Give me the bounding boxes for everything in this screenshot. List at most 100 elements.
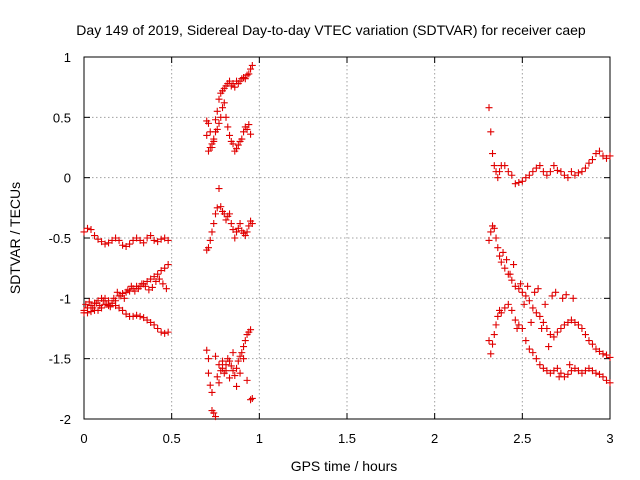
data-point: [204, 355, 212, 363]
y-tick-label: 1: [64, 50, 71, 65]
data-point: [108, 299, 116, 307]
data-point: [487, 350, 495, 358]
data-point: [94, 235, 102, 243]
data-point: [578, 325, 586, 332]
data-point: [602, 351, 610, 359]
data-point: [538, 325, 546, 332]
data-point: [522, 292, 530, 300]
x-axis-label: GPS time / hours: [291, 458, 398, 474]
data-point: [550, 162, 558, 170]
data-point: [539, 318, 547, 326]
series-arc-3-falling: [485, 222, 614, 361]
data-point: [588, 156, 596, 164]
data-point: [212, 413, 219, 421]
data-point: [595, 347, 603, 355]
data-point: [539, 168, 547, 176]
data-point: [497, 258, 505, 266]
data-point: [91, 232, 99, 240]
data-point: [529, 304, 537, 312]
data-point: [103, 300, 111, 308]
series-arc-3-upper: [485, 104, 614, 188]
data-point: [106, 303, 114, 311]
data-point: [108, 236, 116, 244]
data-point: [206, 144, 214, 151]
y-tick-label: 0.5: [53, 110, 71, 125]
data-point: [599, 350, 607, 358]
data-point: [212, 352, 219, 360]
data-point: [213, 204, 221, 212]
data-point: [536, 361, 544, 369]
data-point: [240, 128, 248, 136]
data-point: [115, 236, 123, 244]
data-point: [581, 367, 589, 375]
data-point: [145, 286, 153, 294]
data-point: [529, 349, 537, 357]
data-point: [490, 331, 498, 339]
data-point: [241, 337, 249, 345]
data-point: [548, 292, 556, 300]
data-point: [222, 216, 230, 224]
data-point: [164, 236, 172, 244]
data-point: [543, 367, 551, 375]
data-point: [204, 369, 212, 377]
data-point: [559, 294, 567, 302]
data-point: [501, 304, 509, 312]
data-point: [536, 312, 544, 320]
data-point: [143, 234, 151, 242]
chart-title: Day 149 of 2019, Sidereal Day-to-day VTE…: [76, 22, 586, 38]
data-point: [574, 367, 582, 375]
data-point: [161, 329, 169, 337]
data-point: [204, 147, 212, 155]
data-point: [80, 228, 88, 236]
data-point: [595, 147, 603, 155]
data-point: [157, 267, 165, 275]
data-point: [213, 373, 221, 381]
data-point: [240, 355, 248, 363]
data-point: [98, 238, 106, 246]
data-point: [229, 140, 237, 148]
data-point: [143, 277, 151, 285]
data-point: [588, 340, 596, 348]
data-point: [150, 321, 158, 329]
data-point: [569, 294, 577, 302]
data-point: [204, 244, 212, 252]
data-point: [485, 104, 493, 112]
data-point: [599, 152, 607, 160]
data-point: [247, 130, 255, 138]
data-point: [592, 369, 600, 377]
data-point: [159, 280, 167, 288]
data-point: [522, 337, 530, 345]
data-point: [515, 321, 523, 329]
data-point: [157, 235, 165, 243]
data-point: [550, 333, 558, 341]
data-point: [119, 241, 127, 249]
y-tick-label: -1: [59, 291, 71, 306]
data-point: [606, 379, 614, 387]
y-tick-label: -1.5: [49, 352, 71, 367]
data-point: [126, 240, 134, 248]
data-point: [231, 83, 239, 91]
data-point: [164, 261, 172, 269]
data-point: [161, 234, 169, 242]
data-point: [503, 256, 511, 264]
data-point: [164, 328, 172, 336]
data-point: [248, 61, 256, 69]
data-point: [236, 220, 244, 228]
data-point: [536, 162, 544, 170]
data-point: [150, 236, 158, 244]
data-point: [517, 280, 525, 288]
data-point: [222, 361, 230, 369]
data-point: [553, 166, 561, 174]
data-point: [226, 357, 234, 365]
data-point: [157, 328, 165, 336]
data-point: [499, 248, 507, 256]
data-point: [247, 65, 255, 73]
data-point: [515, 178, 523, 186]
series-arc-2-upper-mid: [203, 99, 255, 155]
data-point: [234, 357, 242, 365]
data-point: [546, 369, 554, 377]
data-point: [227, 362, 235, 370]
data-point: [226, 374, 234, 382]
data-point: [524, 282, 532, 290]
